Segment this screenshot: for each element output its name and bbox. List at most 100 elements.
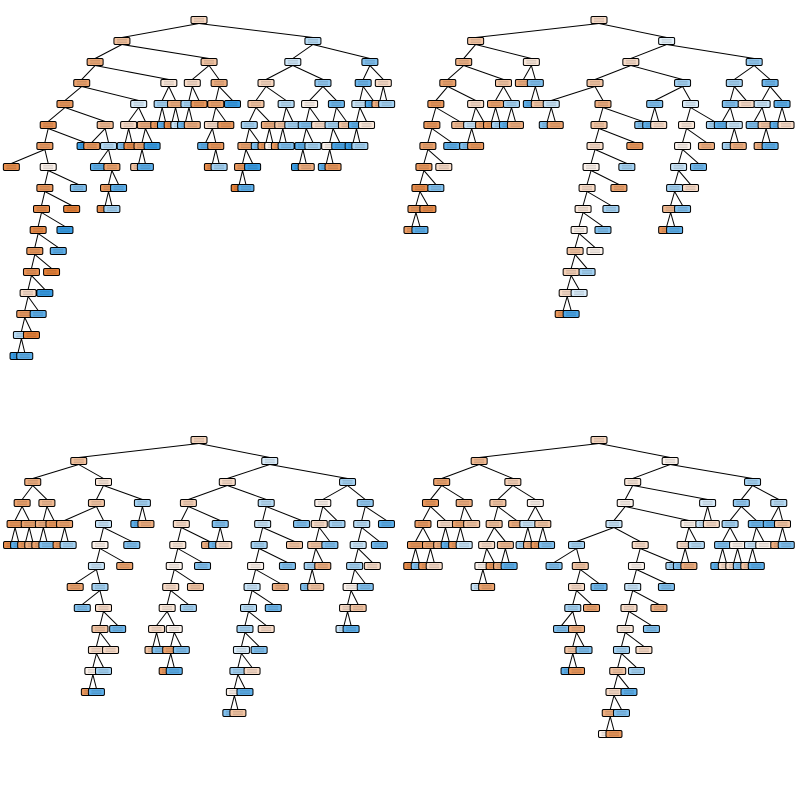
tree-leaf-node	[179, 604, 197, 612]
tree-split-node	[261, 457, 279, 465]
tree-split-node	[620, 604, 638, 612]
tree-split-node	[590, 436, 608, 444]
tree-edge	[479, 443, 600, 458]
tree-edge	[594, 128, 600, 143]
tree-leaf-node	[194, 562, 212, 570]
tree-edge	[21, 485, 34, 500]
tree-edge	[632, 590, 660, 605]
tree-edge	[170, 632, 175, 647]
tree-edge	[188, 107, 193, 122]
tree-edge	[352, 128, 357, 143]
tree-edge	[781, 107, 787, 122]
tree-leaf-node	[689, 163, 707, 171]
tree-edge	[91, 128, 106, 143]
tree-edge	[493, 527, 506, 542]
tree-leaf-node	[562, 310, 580, 318]
tree-edge	[322, 485, 348, 500]
tree-edge	[670, 212, 676, 227]
tree-split-node	[39, 121, 57, 129]
tree-split-node	[200, 58, 218, 66]
tree-leaf-node	[570, 289, 588, 297]
tree-edge	[382, 86, 388, 101]
tree-leaf-node	[83, 142, 101, 150]
tree-leaf-node	[575, 646, 593, 654]
tree-edge	[309, 86, 324, 101]
tree-edge	[108, 149, 113, 164]
tree-edge	[329, 128, 334, 143]
tree-split-node	[207, 100, 225, 108]
tree-edge	[99, 611, 104, 626]
tree-edge	[482, 569, 488, 584]
tree-edge	[753, 107, 763, 122]
tree-edge	[538, 527, 544, 542]
tree-split-node	[586, 142, 604, 150]
tree-edge	[572, 611, 578, 626]
tree-edge	[546, 107, 552, 122]
tree-edge	[674, 170, 680, 185]
tree-edge	[64, 107, 106, 122]
tree-edge	[423, 149, 429, 164]
tree-split-node	[578, 184, 596, 192]
tree-edge	[506, 107, 512, 122]
tree-leaf-node	[321, 541, 339, 549]
tree-edge	[578, 212, 584, 227]
tree-edge	[628, 590, 634, 605]
tree-edge	[630, 65, 683, 80]
tree-edge	[32, 485, 48, 500]
tree-edge	[606, 716, 611, 731]
tree-leaf-node	[506, 121, 524, 129]
tree-edge	[27, 275, 32, 290]
tree-leaf-node	[36, 289, 54, 297]
tree-edge	[138, 107, 146, 122]
tree-edge	[32, 464, 79, 479]
tree-edge	[690, 107, 715, 122]
tree-edge	[740, 485, 753, 500]
tree-edge	[325, 149, 331, 164]
tree-edge	[682, 149, 699, 164]
tree-split-node	[13, 499, 31, 507]
tree-edge	[34, 254, 52, 269]
tree-edge	[156, 632, 161, 647]
tree-edge	[361, 506, 366, 521]
tree-edge	[459, 506, 465, 521]
tree-leaf-node	[136, 163, 154, 171]
tree-edge	[311, 548, 317, 563]
tree-edge	[14, 506, 23, 521]
tree-split-node	[356, 499, 374, 507]
tree-edge	[141, 506, 147, 521]
tree-split-node	[574, 205, 592, 213]
tree-edge	[161, 86, 170, 101]
tree-edge	[141, 149, 146, 164]
tree-edge	[594, 149, 628, 164]
tree-split-node	[339, 478, 357, 486]
tree-split-node	[353, 520, 371, 528]
tree-edge	[292, 44, 314, 59]
tree-edge	[572, 632, 578, 647]
tree-leaf-node	[243, 667, 261, 675]
tree-edge	[364, 506, 387, 521]
tree-edge	[170, 569, 175, 584]
tree-edge	[99, 548, 125, 563]
tree-edge	[198, 23, 313, 38]
tree-edge	[721, 107, 731, 122]
tree-edge	[613, 506, 626, 521]
tree-split-node	[496, 541, 514, 549]
tree-leaf-node	[95, 667, 112, 675]
tree-edge	[98, 149, 109, 164]
tree-edge	[95, 506, 104, 521]
tree-edge	[362, 86, 374, 101]
tree-split-node	[207, 142, 225, 150]
tree-leaf-node	[73, 604, 91, 612]
tree-edge	[430, 506, 446, 521]
tree-edge	[211, 149, 217, 164]
tree-edge	[238, 170, 244, 185]
tree-edge	[362, 65, 371, 80]
tree-edge	[282, 107, 287, 122]
tree-edge	[161, 107, 166, 122]
tree-leaf-node	[642, 625, 660, 633]
tree-edge	[266, 506, 302, 521]
tree-edge	[707, 506, 712, 521]
tree-edge	[617, 653, 622, 668]
tree-split-node	[470, 457, 488, 465]
tree-edge	[95, 65, 169, 80]
